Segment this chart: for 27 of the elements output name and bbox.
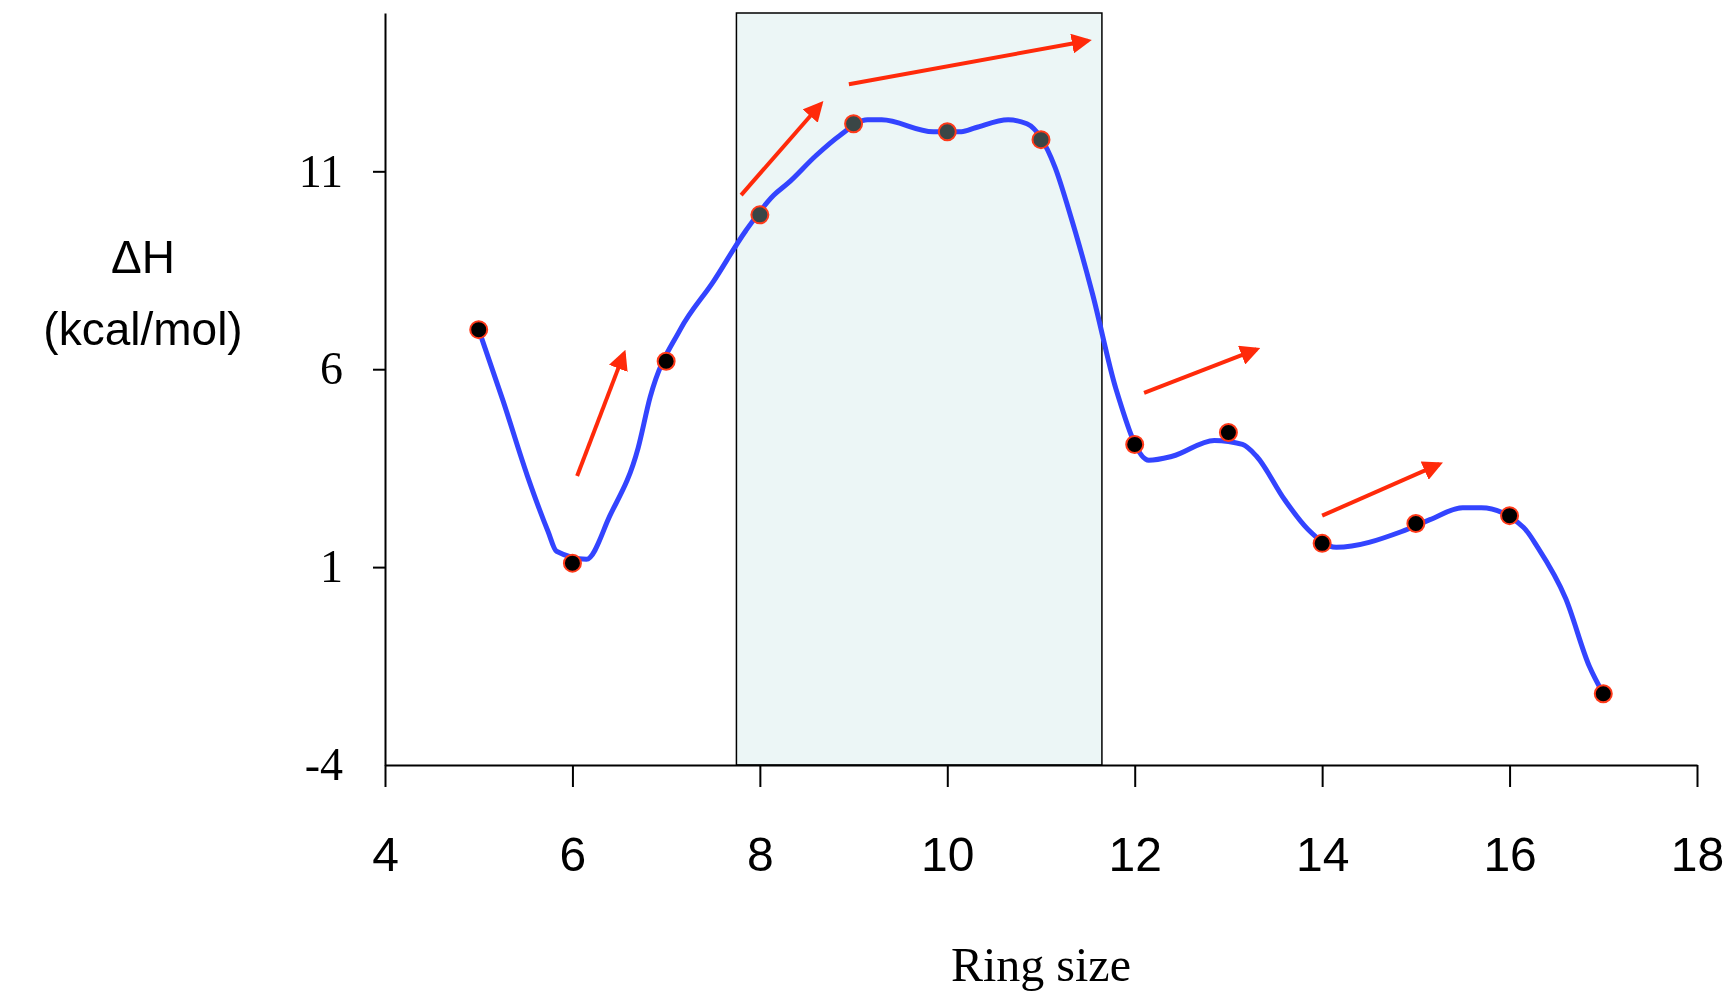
point: [1125, 434, 1145, 454]
point: [750, 205, 770, 225]
point: [1593, 684, 1613, 704]
x-tick-label: 18: [1670, 828, 1725, 882]
y-tick-label: -4: [304, 739, 343, 791]
x-tick-label: 14: [1295, 828, 1350, 882]
x-tick-label: 10: [921, 828, 975, 882]
x-tick-label: 12: [1108, 828, 1162, 882]
x-axis-title: Ring size: [951, 938, 1131, 991]
point: [469, 320, 489, 340]
y-tick-label: 11: [298, 145, 343, 197]
x-tick-label: 6: [559, 828, 587, 882]
point: [1031, 130, 1051, 150]
point: [1406, 514, 1426, 534]
y-tick-label: 6: [320, 343, 343, 395]
point: [656, 351, 676, 371]
point: [844, 114, 864, 134]
x-tick-label: 16: [1483, 828, 1537, 882]
x-tick-label: 4: [372, 828, 399, 882]
y-axis-title: ΔH (kcal/mol): [43, 231, 243, 355]
x-tick-label: 8: [747, 828, 774, 882]
point: [562, 553, 582, 573]
point: [1312, 533, 1332, 553]
point: [1218, 423, 1238, 443]
point: [1500, 506, 1520, 526]
y-tick-label: 1: [320, 541, 343, 593]
point: [937, 122, 957, 142]
